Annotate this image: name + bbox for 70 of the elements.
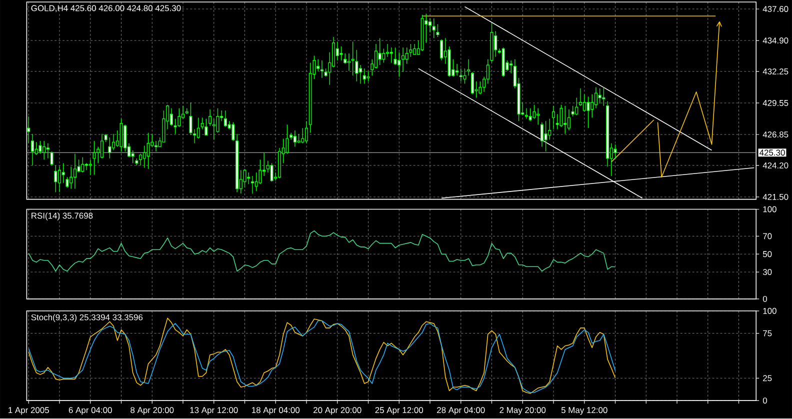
- candlestick: [236, 134, 239, 193]
- x-tick-label: 25 Apr 12:00: [375, 407, 424, 415]
- candlestick: [544, 120, 548, 152]
- candlestick: [46, 143, 50, 160]
- y-tick-label: 432.25: [762, 68, 788, 75]
- candlestick: [100, 134, 104, 160]
- candlestick: [92, 140, 96, 176]
- candlestick: [359, 64, 362, 84]
- candlestick: [344, 53, 347, 64]
- y-tick-label: 421.50: [762, 194, 788, 200]
- y-tick-label: 50: [762, 251, 772, 258]
- candlestick: [540, 122, 544, 148]
- ref-line-label: 425.30: [760, 150, 785, 156]
- candlestick: [510, 60, 513, 74]
- candlestick: [85, 162, 88, 171]
- y-tick-label: 0: [762, 398, 768, 404]
- candlestick: [456, 64, 459, 76]
- candlestick: [440, 39, 444, 61]
- candlestick: [146, 132, 150, 170]
- x-tick-label: 8 Apr 20:00: [130, 407, 174, 415]
- x-tick-label: 18 Apr 04:00: [252, 407, 300, 415]
- candlestick: [193, 129, 196, 144]
- x-tick-label: 28 Apr 04:00: [437, 407, 485, 415]
- candlestick: [42, 140, 46, 160]
- x-tick-label: 2 May 20:00: [500, 407, 546, 415]
- chart-title: GOLD,H4 425.60 426.00 424.80 425.30: [31, 5, 181, 12]
- x-tick-label: 20 Apr 20:00: [314, 407, 362, 415]
- y-tick-label: 100: [763, 206, 776, 212]
- candlestick: [401, 47, 404, 73]
- y-tick-label: 25: [763, 375, 772, 382]
- candlestick: [139, 154, 142, 166]
- y-tick-label: 437.60: [762, 6, 788, 12]
- candlestick: [316, 59, 320, 72]
- candlestick: [594, 87, 598, 109]
- candlestick: [428, 18, 432, 33]
- y-tick-label: 100: [763, 308, 776, 314]
- y-tick-label: 426.85: [762, 132, 788, 138]
- y-tick-label: 424.20: [762, 162, 788, 169]
- candlestick: [374, 44, 378, 70]
- candlestick: [73, 154, 76, 190]
- candlestick: [58, 166, 62, 193]
- candlestick: [347, 53, 350, 72]
- x-tick-label: 13 Apr 12:00: [190, 407, 238, 415]
- candlestick: [70, 166, 73, 190]
- y-tick-label: 429.55: [762, 100, 788, 106]
- candlestick: [224, 110, 227, 128]
- candlestick: [606, 101, 610, 168]
- candlestick: [142, 145, 146, 168]
- y-tick-label: 434.90: [762, 38, 788, 44]
- candlestick: [112, 134, 116, 151]
- chart-title: RSI(14) 35.7698: [32, 212, 93, 221]
- candlestick: [250, 176, 254, 194]
- y-tick-label: 30: [762, 269, 772, 276]
- chart-title: Stoch(9,3,3) 25.3394 33.3596: [31, 314, 143, 322]
- candlestick: [567, 109, 570, 131]
- candlestick: [30, 134, 34, 166]
- candlestick: [154, 140, 158, 152]
- candlestick: [564, 106, 567, 134]
- x-tick-label: 6 Apr 04:00: [68, 407, 112, 415]
- candlestick: [304, 120, 308, 144]
- x-tick-label: 5 May 12:00: [561, 407, 608, 415]
- candlestick: [293, 130, 296, 148]
- candlestick: [590, 94, 594, 118]
- candlestick: [552, 106, 556, 130]
- y-tick-label: 0: [762, 296, 768, 302]
- x-tick-label: 1 Apr 2005: [8, 407, 49, 415]
- candlestick: [278, 148, 281, 179]
- candlestick: [536, 108, 540, 126]
- y-tick-label: 75: [763, 330, 772, 337]
- y-tick-label: 70: [763, 233, 772, 240]
